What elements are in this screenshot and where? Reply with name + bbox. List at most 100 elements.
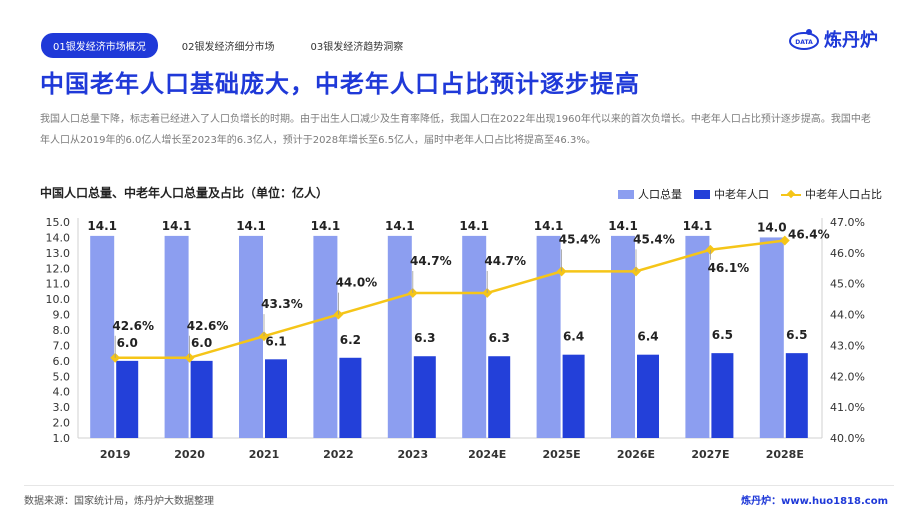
logo-mark-icon: DATA — [788, 28, 820, 50]
data-label-share: 45.4% — [633, 232, 675, 246]
data-label-total: 14.1 — [534, 219, 564, 233]
data-label-total: 14.1 — [311, 219, 341, 233]
left-axis-tick-label: 4.0 — [53, 386, 71, 399]
right-axis-tick-label: 47.0% — [830, 216, 865, 229]
x-axis-tick-label: 2028E — [766, 448, 804, 461]
data-label-middle-aged: 6.0 — [117, 336, 138, 350]
legend-item-share: 中老年人口占比 — [781, 186, 882, 202]
bar-total-population — [685, 235, 710, 438]
bar-total-population — [313, 235, 338, 438]
left-axis-tick-label: 14.0 — [46, 231, 71, 244]
bar-total-population — [90, 235, 115, 438]
left-axis-tick-label: 5.0 — [53, 370, 71, 383]
left-axis-tick-label: 11.0 — [46, 278, 71, 291]
legend-item-middle-aged: 中老年人口 — [694, 186, 769, 202]
data-label-total: 14.1 — [87, 219, 117, 233]
bar-middle-aged-population — [488, 356, 511, 438]
x-axis-tick-label: 2026E — [617, 448, 655, 461]
legend-item-total: 人口总量 — [618, 186, 682, 202]
right-axis-tick-label: 46.0% — [830, 247, 865, 260]
legend-swatch-total — [618, 189, 634, 199]
data-label-middle-aged: 6.5 — [712, 328, 733, 342]
left-axis-tick-label: 7.0 — [53, 339, 71, 352]
data-label-total: 14.1 — [683, 219, 713, 233]
logo-mark-text: DATA — [795, 39, 813, 46]
legend-swatch-middle-aged — [694, 189, 710, 199]
tab-trend-insight[interactable]: 03银发经济趋势洞察 — [310, 42, 404, 53]
page-description: 我国人口总量下降，标志着已经进入了人口负增长的时期。由于出生人口减少及生育率降低… — [40, 114, 871, 146]
data-label-share: 45.4% — [559, 232, 601, 246]
left-axis-tick-label: 2.0 — [53, 417, 71, 430]
bar-middle-aged-population — [562, 354, 585, 438]
data-label-share: 42.6% — [187, 319, 229, 333]
left-axis-tick-label: 10.0 — [46, 293, 71, 306]
right-axis-tick-label: 45.0% — [830, 278, 865, 291]
data-label-middle-aged: 6.3 — [489, 331, 510, 345]
data-label-total: 14.1 — [608, 219, 638, 233]
data-label-total: 14.1 — [162, 219, 192, 233]
left-axis-tick-label: 12.0 — [46, 262, 71, 275]
bar-total-population — [536, 235, 561, 438]
x-axis-tick-label: 2020 — [174, 448, 205, 461]
bar-total-population — [387, 235, 412, 438]
footer-divider — [24, 485, 894, 486]
bar-total-population — [759, 237, 784, 438]
page-title: 中国老年人口基础庞大，中老年人口占比预计逐步提高 — [40, 70, 640, 98]
legend-swatch-share — [781, 189, 801, 199]
x-axis-tick-label: 2019 — [100, 448, 131, 461]
bar-middle-aged-population — [413, 356, 436, 438]
bar-total-population — [462, 235, 487, 438]
x-axis-tick-label: 2025E — [543, 448, 581, 461]
bar-middle-aged-population — [339, 357, 362, 438]
chart-title: 中国人口总量、中老年人口总量及占比（单位：亿人） — [40, 186, 329, 200]
x-axis-tick-label: 2027E — [691, 448, 729, 461]
left-axis-tick-label: 1.0 — [53, 432, 71, 445]
data-label-share: 42.6% — [112, 319, 154, 333]
tab-market-overview[interactable]: 01银发经济市场概况 — [41, 33, 158, 58]
bar-middle-aged-population — [785, 353, 808, 438]
bar-middle-aged-population — [190, 360, 213, 438]
left-axis-tick-label: 8.0 — [53, 324, 71, 337]
bar-total-population — [164, 235, 189, 438]
data-label-total: 14.1 — [236, 219, 266, 233]
data-label-middle-aged: 6.2 — [340, 333, 361, 347]
data-label-total: 14.1 — [459, 219, 489, 233]
bar-middle-aged-population — [637, 354, 659, 438]
x-axis-tick-label: 2021 — [249, 448, 280, 461]
data-label-total: 14.0 — [757, 220, 787, 234]
data-label-share: 44.7% — [410, 254, 452, 268]
right-axis-tick-label: 42.0% — [830, 370, 865, 383]
data-label-share: 46.1% — [708, 261, 750, 275]
bar-total-population — [611, 235, 635, 438]
data-label-middle-aged: 6.4 — [637, 330, 658, 344]
data-label-share: 43.3% — [261, 297, 303, 311]
line-share-point — [779, 235, 790, 246]
left-axis-tick-label: 9.0 — [53, 309, 71, 322]
x-axis-tick-label: 2022 — [323, 448, 354, 461]
right-axis-tick-label: 44.0% — [830, 309, 865, 322]
site-link[interactable]: 炼丹炉：www.huo1818.com — [741, 496, 888, 507]
x-axis-tick-label: 2024E — [468, 448, 506, 461]
data-label-middle-aged: 6.3 — [414, 331, 435, 345]
data-source: 数据来源：国家统计局，炼丹炉大数据整理 — [24, 496, 214, 507]
line-share-series — [115, 239, 785, 360]
data-label-middle-aged: 6.0 — [191, 336, 212, 350]
data-label-share: 44.7% — [484, 254, 526, 268]
left-axis-tick-label: 6.0 — [53, 355, 71, 368]
data-label-middle-aged: 6.4 — [563, 330, 584, 344]
data-label-middle-aged: 6.5 — [786, 328, 807, 342]
data-label-share: 44.0% — [336, 276, 378, 290]
data-label-middle-aged: 6.1 — [265, 334, 286, 348]
brand-logo: DATA 炼丹炉 — [788, 26, 878, 52]
bar-middle-aged-population — [711, 353, 734, 438]
bar-middle-aged-population — [265, 359, 287, 438]
right-axis-tick-label: 40.0% — [830, 432, 865, 445]
nav-tabs: 01银发经济市场概况 02银发经济细分市场 03银发经济趋势洞察 — [41, 33, 439, 58]
legend-label-total: 人口总量 — [638, 188, 682, 201]
legend-label-share: 中老年人口占比 — [805, 188, 882, 201]
left-axis-tick-label: 13.0 — [46, 247, 71, 260]
left-axis-tick-label: 3.0 — [53, 401, 71, 414]
tab-segment-market[interactable]: 02银发经济细分市场 — [181, 42, 275, 53]
brand-name: 炼丹炉 — [824, 30, 878, 51]
